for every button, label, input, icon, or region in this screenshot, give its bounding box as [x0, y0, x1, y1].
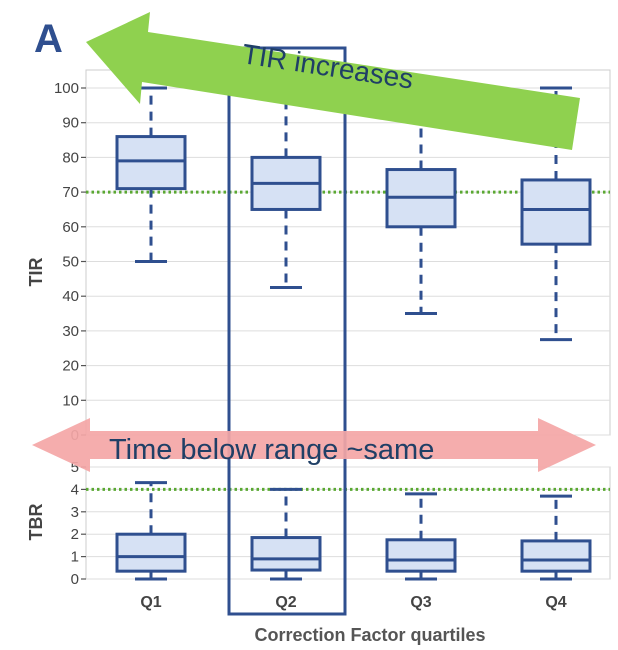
tbr-box-q2 — [250, 487, 322, 581]
q2-highlight-frame — [227, 46, 347, 616]
category-label-q1: Q1 — [140, 594, 161, 611]
tbr-tick-label-2: 2 — [71, 526, 79, 543]
tbr-tick-label-4: 4 — [71, 481, 79, 498]
tbr-iqr-box-1 — [250, 536, 322, 572]
x-axis-label: Correction Factor quartiles — [254, 625, 485, 645]
tbr-box-q4 — [520, 494, 592, 581]
category-label-q2: Q2 — [275, 594, 296, 611]
tir-box-q4 — [520, 86, 592, 342]
tir-box-q1 — [115, 86, 187, 263]
tir-iqr-box-0 — [115, 135, 187, 191]
tir-iqr-box-3 — [520, 178, 592, 246]
tir-tick-label-80: 80 — [62, 149, 79, 166]
tir-tick-label-60: 60 — [62, 219, 79, 236]
tir-axis-label: TIR — [26, 258, 46, 287]
tir-tick-label-30: 30 — [62, 323, 79, 340]
tir-tick-label-100: 100 — [54, 80, 79, 97]
time-below-range-label: Time below range ~same — [109, 434, 434, 466]
tick-layer: 0102030405060708090100012345Q1Q2Q3Q4 — [54, 80, 567, 611]
box-layer — [115, 86, 592, 581]
tir-tick-label-10: 10 — [62, 392, 79, 409]
tbr-axis-label: TBR — [26, 504, 46, 541]
panel-label: A — [34, 17, 63, 61]
time-below-range-arrow — [32, 418, 596, 472]
tir-tick-label-20: 20 — [62, 358, 79, 375]
tbr-tick-label-1: 1 — [71, 549, 79, 566]
tbr-tick-label-3: 3 — [71, 504, 79, 521]
tbr-iqr-box-3 — [520, 539, 592, 573]
tbr-iqr-box-0 — [115, 532, 187, 573]
category-label-q3: Q3 — [410, 594, 431, 611]
tir-tick-label-90: 90 — [62, 115, 79, 132]
tbr-box-q3 — [385, 492, 457, 581]
tbr-box-q1 — [115, 481, 187, 581]
tir-box-q2 — [250, 86, 322, 290]
category-label-q4: Q4 — [545, 594, 566, 611]
tir-increases-arrow — [86, 12, 580, 150]
tbr-iqr-box-2 — [385, 538, 457, 573]
tbr-tick-label-5: 5 — [71, 459, 79, 476]
tbr-tick-label-0: 0 — [71, 571, 79, 588]
tir-tick-label-70: 70 — [62, 184, 79, 201]
tir-tick-label-40: 40 — [62, 288, 79, 305]
tir-tick-label-50: 50 — [62, 254, 79, 271]
